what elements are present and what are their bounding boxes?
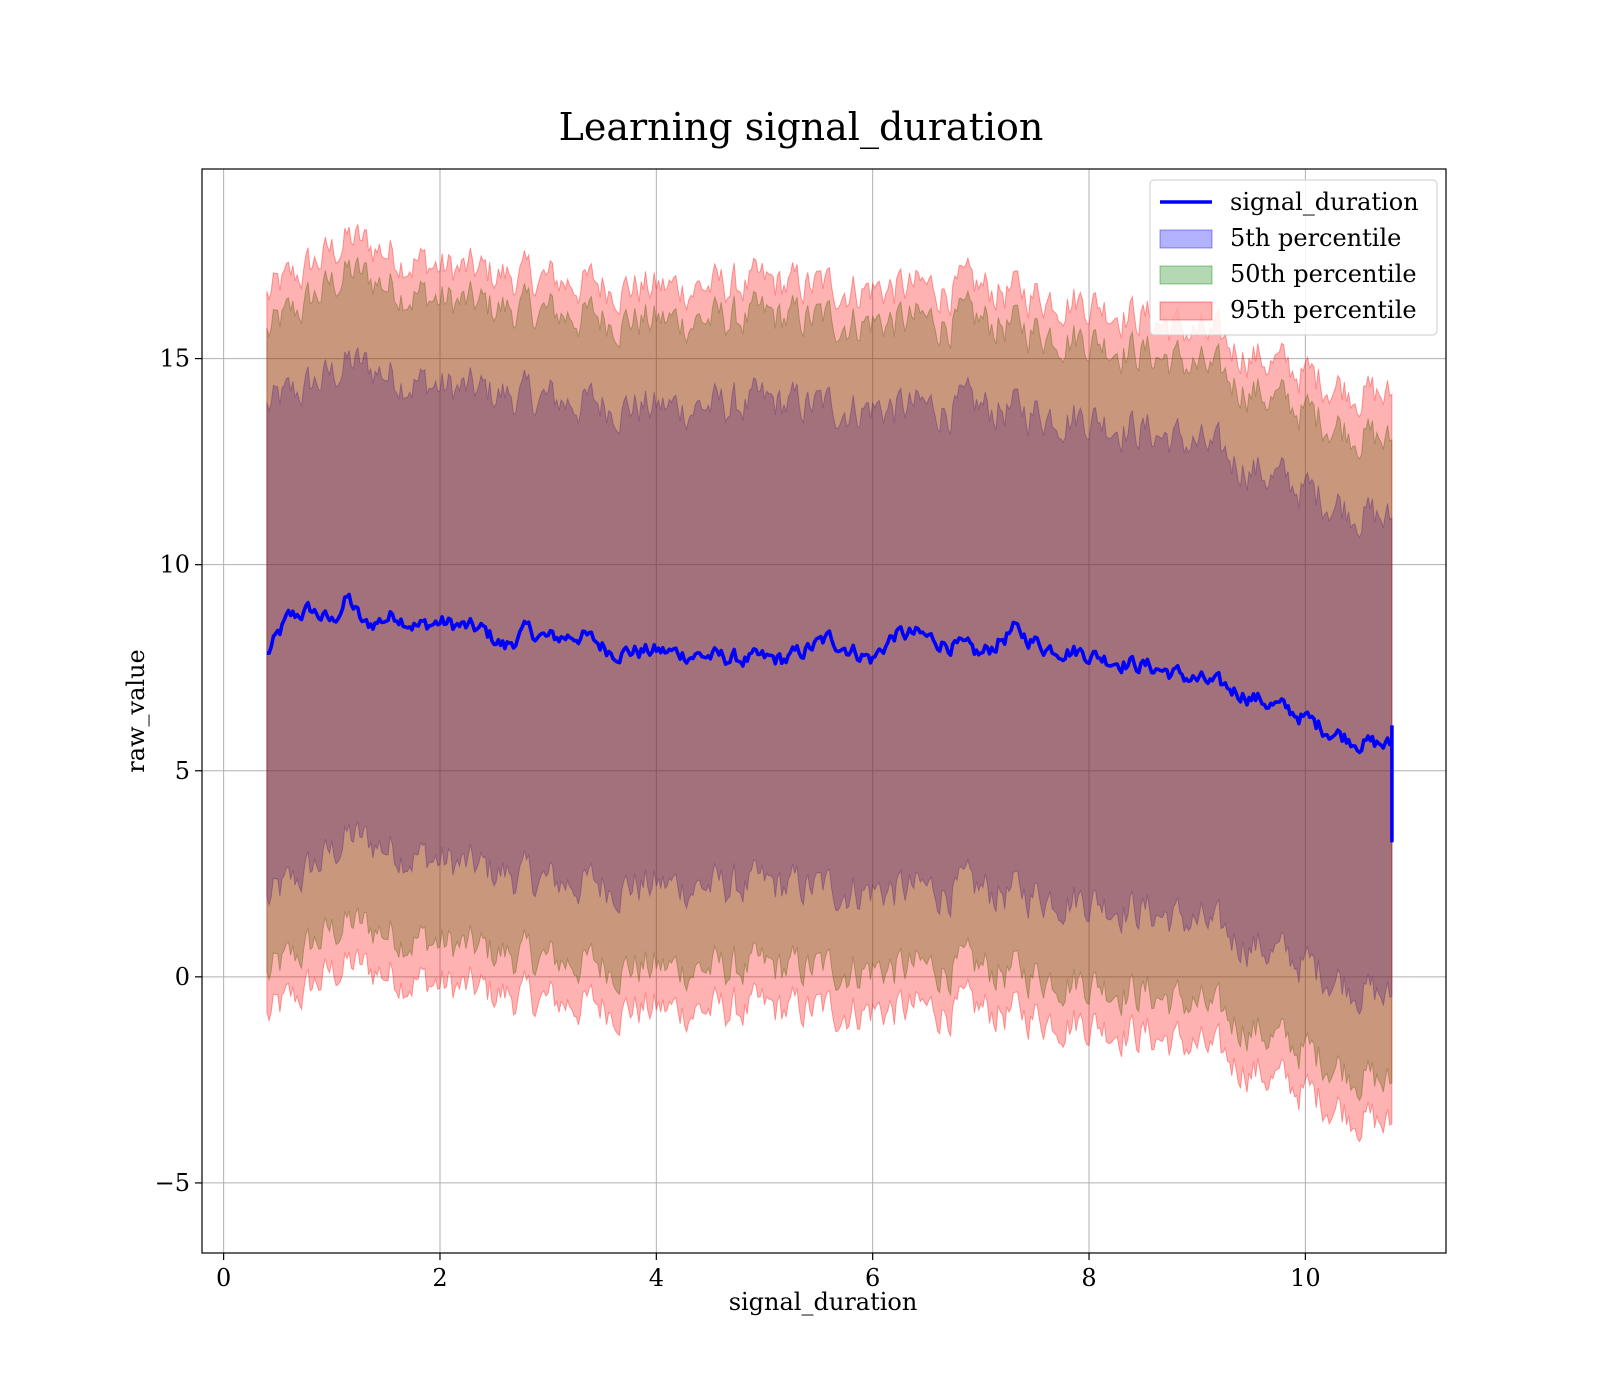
x-tick-label: 0 (216, 1264, 231, 1292)
x-axis-label: signal_duration (729, 1288, 918, 1316)
percentile-bands (266, 224, 1393, 1143)
x-tick-label: 8 (1081, 1264, 1096, 1292)
series-lines (266, 592, 1394, 843)
plot-frame (201, 168, 1447, 1254)
x-tick-label: 10 (1290, 1264, 1321, 1292)
series-line-signal_duration (266, 592, 1394, 843)
y-tick-label: 0 (175, 963, 190, 991)
x-tick-label: 4 (649, 1264, 664, 1292)
grid (202, 169, 1446, 1253)
legend-swatch-patch (1159, 301, 1213, 321)
legend: signal_duration 5th percentile 50th percen… (1149, 179, 1438, 336)
x-tick-label: 2 (432, 1264, 447, 1292)
legend-swatch-patch (1159, 265, 1213, 285)
y-tick-label: 5 (175, 757, 190, 785)
legend-label: 50th percentile (1230, 260, 1417, 288)
legend-label: signal_duration (1230, 188, 1419, 216)
axis-ticks: 0 2 4 6 8 10 −5 0 5 10 15 (155, 345, 1321, 1292)
band-50th-percentile (266, 257, 1393, 1102)
legend-swatch-patch (1159, 229, 1213, 249)
legend-label: 95th percentile (1230, 296, 1417, 324)
y-tick-label: 15 (159, 345, 190, 373)
x-tick-label: 6 (865, 1264, 880, 1292)
y-tick-label: 10 (159, 551, 190, 579)
band-5th-percentile (266, 347, 1393, 1015)
y-axis-label: raw_value (122, 649, 150, 773)
legend-frame (1149, 179, 1438, 336)
band-95th-percentile (266, 224, 1393, 1143)
y-tick-label: −5 (155, 1169, 190, 1197)
legend-label: 5th percentile (1230, 224, 1401, 252)
chart-title: Learning signal_duration (559, 105, 1044, 150)
